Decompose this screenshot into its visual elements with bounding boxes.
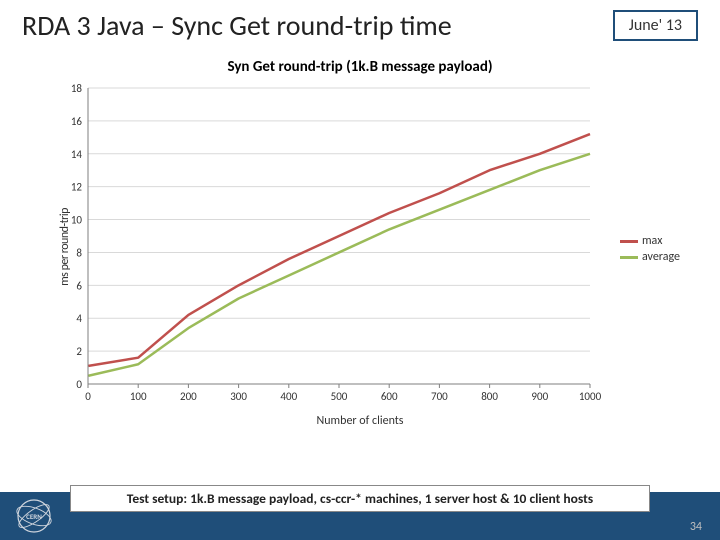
test-setup-caption: Test setup: 1k.B message payload, cs-ccr…	[70, 485, 650, 512]
svg-text:0: 0	[76, 378, 82, 391]
svg-text:100: 100	[130, 390, 147, 403]
x-axis-label: Number of clients	[40, 414, 680, 428]
legend-item: average	[620, 250, 680, 264]
chart-legend: max average	[620, 232, 680, 266]
svg-text:12: 12	[71, 181, 83, 194]
cern-logo-icon: CERN	[14, 496, 54, 536]
svg-text:18: 18	[71, 82, 83, 95]
svg-text:8: 8	[76, 246, 82, 259]
svg-text:600: 600	[381, 390, 398, 403]
legend-label: max	[642, 234, 662, 248]
svg-text:2: 2	[76, 345, 82, 358]
page-number: 34	[690, 520, 702, 534]
svg-text:0: 0	[85, 390, 91, 403]
svg-text:16: 16	[71, 115, 83, 128]
svg-text:14: 14	[71, 148, 83, 161]
slide-title: RDA 3 Java – Sync Get round-trip time	[22, 8, 452, 43]
chart-title: Syn Get round-trip (1k.B message payload…	[40, 58, 680, 76]
legend-label: average	[642, 250, 680, 264]
svg-text:1000: 1000	[579, 390, 602, 403]
chart-container: Syn Get round-trip (1k.B message payload…	[40, 58, 680, 448]
svg-text:500: 500	[331, 390, 348, 403]
svg-text:6: 6	[76, 279, 82, 292]
svg-text:300: 300	[230, 390, 247, 403]
svg-text:200: 200	[180, 390, 197, 403]
legend-swatch	[620, 240, 638, 243]
svg-text:CERN: CERN	[26, 512, 42, 521]
svg-text:800: 800	[481, 390, 498, 403]
legend-item: max	[620, 234, 680, 248]
legend-swatch	[620, 256, 638, 259]
date-badge: June' 13	[613, 10, 698, 41]
svg-text:10: 10	[71, 214, 83, 227]
svg-text:4: 4	[76, 312, 82, 325]
line-chart: 0 2 4 6 8 10 12 14 16 18 0 100 200 300 400 500 600 700 800…	[40, 82, 680, 412]
svg-text:400: 400	[280, 390, 297, 403]
svg-text:700: 700	[431, 390, 448, 403]
svg-text:900: 900	[531, 390, 548, 403]
